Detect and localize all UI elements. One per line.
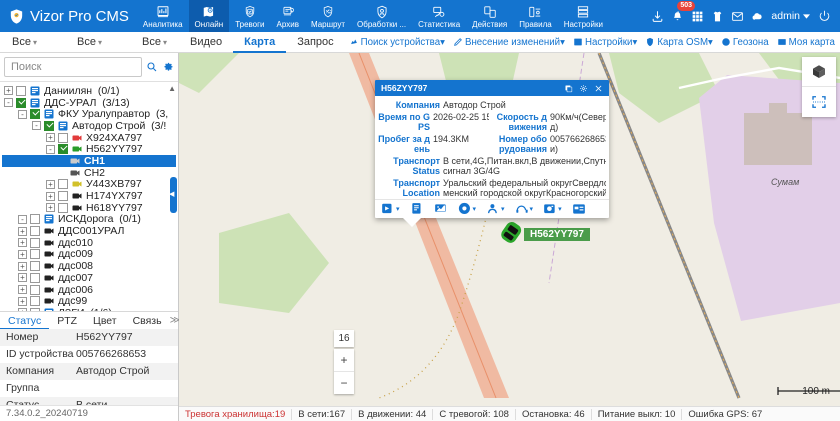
svg-text:Сумам: Сумам xyxy=(771,177,799,187)
